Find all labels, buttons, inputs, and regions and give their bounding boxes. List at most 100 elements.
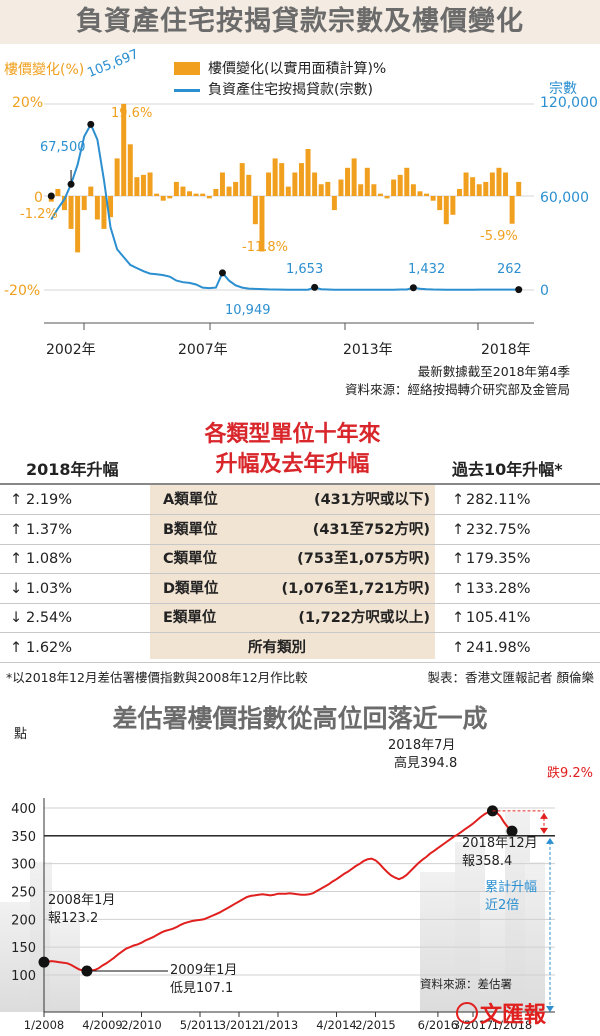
wenweipo-logo: 文匯報 — [456, 1002, 547, 1028]
price-change-bar — [140, 174, 146, 196]
price-change-bar — [450, 196, 456, 215]
left-value: 1.08% — [26, 551, 73, 567]
price-change-bar — [358, 184, 364, 196]
y-tick-label: 150 — [11, 941, 36, 956]
chart1-svg — [44, 103, 534, 330]
unit-size: (753至1,075方呎) — [297, 551, 430, 567]
left-value: 1.62% — [26, 639, 73, 656]
cumulative-arrow-head — [546, 837, 554, 844]
left-direction: ↑ — [10, 551, 23, 567]
y-unit-label: 點 — [14, 727, 27, 742]
x-tick-label: 1/2013 — [258, 1018, 298, 1032]
table-row-divider — [0, 573, 600, 574]
price-change-bar — [61, 196, 67, 211]
ann-neg11-8: -11.8% — [242, 240, 288, 255]
price-index-line — [43, 809, 513, 973]
ann-10949: 10,949 — [225, 303, 271, 318]
right-value: 282.11% — [466, 492, 531, 508]
left-value: 2.19% — [26, 492, 73, 508]
ann-cumulative-2: 近2倍 — [485, 898, 519, 913]
table-right-header: 過去10年升幅* — [452, 460, 563, 479]
price-change-bar — [516, 181, 522, 196]
right-tick-60000: 60,000 — [540, 190, 589, 206]
price-change-bar — [470, 177, 476, 196]
ann-19-6: 19.6% — [111, 106, 153, 121]
x-tick-label: 5/2011 — [180, 1018, 220, 1032]
unit-type: 所有類別 — [248, 639, 306, 656]
y-tick-label: 200 — [11, 913, 36, 928]
price-change-bar — [134, 177, 140, 196]
right-direction: ↑ — [452, 492, 465, 508]
left-direction: ↑ — [10, 639, 23, 656]
price-change-bar — [391, 179, 397, 196]
x-tick-label: 3/2012 — [219, 1018, 259, 1032]
price-change-bar — [496, 167, 502, 196]
skyline-building — [420, 872, 460, 1012]
x-tick-label: 4/2009 — [82, 1018, 122, 1032]
right-direction: ↑ — [452, 521, 465, 538]
unit-type: D類單位 — [163, 580, 219, 597]
chart3-source: 資料來源：差估署 — [420, 977, 512, 991]
price-change-bar — [292, 172, 298, 196]
price-change-bar — [503, 172, 509, 196]
price-change-bar — [404, 167, 410, 196]
legend-bar-label: 樓價變化(以實用面積計算)% — [208, 61, 387, 77]
price-change-bar — [206, 196, 212, 199]
price-change-bar — [272, 158, 278, 196]
price-change-bar — [351, 158, 357, 196]
price-change-bar — [443, 196, 449, 225]
x-tick-label: 4/2014 — [316, 1018, 356, 1032]
price-change-bar — [121, 103, 127, 196]
ann-drop-pct: 跌9.2% — [547, 765, 593, 781]
price-change-bar — [377, 193, 383, 196]
price-change-bar — [364, 167, 370, 196]
table-row-divider — [0, 543, 600, 545]
price-change-bar — [173, 181, 179, 196]
price-change-bar — [325, 181, 331, 196]
right-value: 105.41% — [466, 610, 531, 626]
right-direction: ↑ — [452, 580, 465, 597]
unit-type: E類單位 — [163, 610, 217, 626]
unit-size: (1,722方呎或以上) — [298, 610, 430, 626]
price-change-bar — [101, 196, 107, 229]
x-tick-2013: 2013年 — [343, 342, 393, 358]
ann-262: 262 — [497, 262, 522, 277]
price-change-bar — [81, 196, 87, 211]
cumulative-arrow-base — [546, 1006, 554, 1012]
left-tick-0: 0 — [34, 190, 43, 206]
start-point-marker — [38, 956, 50, 968]
price-change-bar — [180, 186, 186, 196]
price-change-bar — [160, 196, 166, 201]
unit-size: (1,076至1,721方呎) — [281, 580, 430, 597]
x-tick-label: 2/2010 — [121, 1018, 161, 1032]
price-change-bar — [331, 196, 337, 211]
ann-peak-date: 2018年7月 — [388, 738, 455, 753]
left-direction: ↓ — [10, 610, 23, 626]
price-change-bar — [489, 172, 495, 196]
drop-arrow-head — [540, 827, 548, 834]
table-row-divider — [0, 632, 600, 633]
legend-line-label: 負資產住宅按揭貸款(宗數) — [208, 82, 373, 98]
price-change-bar — [266, 172, 272, 196]
price-change-bar — [279, 163, 285, 196]
price-change-bar — [239, 163, 245, 196]
price-change-bar — [437, 196, 443, 211]
ann-cumulative-1: 累計升幅 — [485, 879, 537, 895]
left-tick-20: 20% — [12, 95, 44, 111]
right-tick-0: 0 — [540, 283, 549, 299]
data-marker-dot — [515, 286, 523, 294]
price-change-bar — [285, 186, 291, 196]
drop-arrow-head-top — [540, 812, 548, 819]
price-change-bar — [213, 188, 219, 196]
unit-type: C類單位 — [163, 551, 218, 567]
unit-type: B類單位 — [163, 521, 218, 538]
ann-start-value: 報123.2 — [48, 911, 98, 926]
y-tick-label: 250 — [11, 885, 36, 900]
unit-size: (431至752方呎) — [312, 521, 430, 538]
table-row: ↑ 2.19% A類單位 (431方呎或以下) ↑ 282.11% — [0, 485, 600, 515]
ann-neg1-2: -1.2% — [20, 207, 58, 222]
left-direction: ↑ — [10, 492, 23, 508]
y-tick-label: 400 — [11, 802, 36, 817]
ann-start-date: 2008年1月 — [48, 893, 115, 908]
